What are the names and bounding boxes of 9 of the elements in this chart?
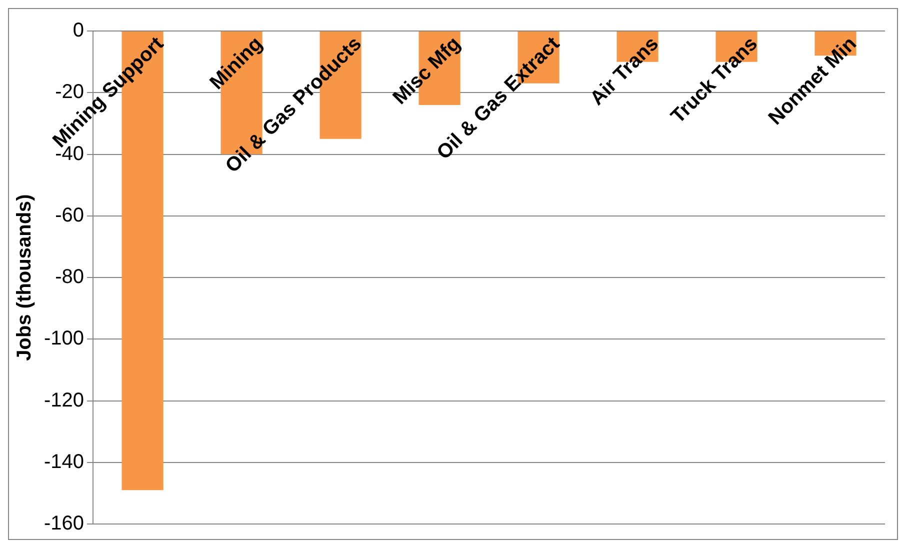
y-tick-label: -120 xyxy=(44,389,84,412)
y-tick-label: 0 xyxy=(72,20,84,42)
y-tick-label: -160 xyxy=(44,512,84,535)
y-tick-label: -20 xyxy=(55,81,84,104)
y-tick-label: -80 xyxy=(55,266,84,288)
y-tick-label: -100 xyxy=(44,328,84,350)
y-tick-label: -140 xyxy=(44,450,84,473)
y-tick-label: -60 xyxy=(55,204,84,226)
y-axis-title: Jobs (thousands) xyxy=(14,194,36,361)
